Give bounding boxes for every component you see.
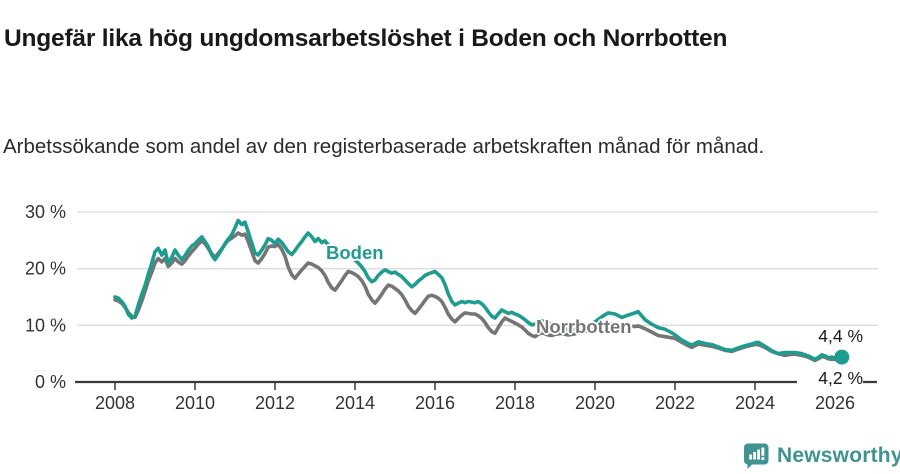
x-axis-tick-label: 2008	[95, 393, 135, 413]
newsworthy-bubble-chart-icon	[744, 443, 769, 469]
newsworthy-logo: Newsworthy	[744, 443, 900, 469]
line-chart: 0 % 10 % 20 % 30 % 2008 2010 2012 2014 2016 2018 2…	[0, 190, 900, 435]
page-subtitle: Arbetssökande som andel av den registerb…	[3, 134, 765, 158]
x-axis-tick-label: 2018	[495, 393, 535, 413]
series-line-norrbotten	[113, 231, 844, 363]
y-axis-tick-label: 30 %	[25, 202, 66, 222]
x-axis-tick-label: 2026	[815, 393, 855, 413]
x-axis-tick-label: 2014	[335, 393, 375, 413]
x-axis-tick-label: 2010	[175, 393, 215, 413]
end-value-label-norrbotten: 4,2 %	[797, 369, 863, 390]
x-axis-tick-label: 2022	[655, 393, 695, 413]
x-axis-tick-label: 2020	[575, 393, 615, 413]
x-axis-tick-label: 2016	[415, 393, 455, 413]
chart-canvas: 0 % 10 % 20 % 30 % 2008 2010 2012 2014 2016 2018 2…	[25, 202, 878, 413]
series-end-dot-boden	[834, 349, 850, 365]
series-line-boden	[113, 218, 844, 362]
x-axis-tick-label: 2012	[255, 393, 295, 413]
end-value-label-boden: 4,4 %	[818, 326, 863, 346]
x-axis-tick-label: 2024	[735, 393, 775, 413]
page-title: Ungefär lika hög ungdomsarbetslöshet i B…	[4, 25, 728, 53]
y-axis-tick-label: 10 %	[25, 315, 66, 335]
brand-name: Newsworthy	[777, 444, 900, 467]
series-label-norrbotten: Norrbotten	[536, 316, 632, 337]
y-axis-tick-label: 0 %	[35, 372, 66, 392]
y-axis-tick-label: 20 %	[25, 259, 66, 279]
series-label-boden: Boden	[326, 242, 384, 263]
